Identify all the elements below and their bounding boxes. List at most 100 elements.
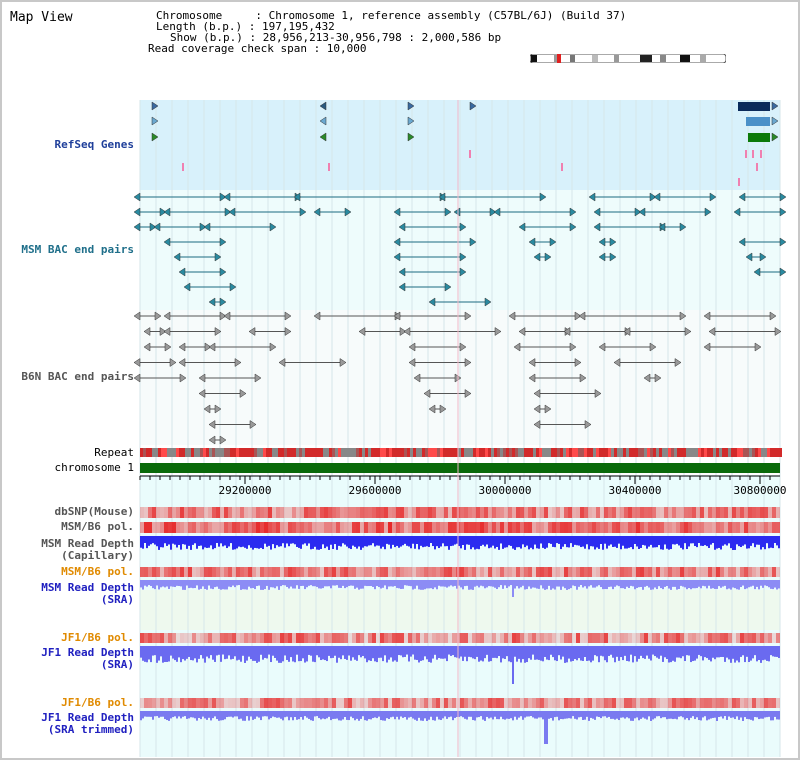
depth-bar [294,580,296,589]
heat-cell [660,522,664,533]
depth-bar [706,711,708,721]
heat-cell [644,567,648,577]
depth-bar [286,580,288,587]
track-label-msm-b6-pol-2[interactable]: MSM/B6 pol. [61,565,134,578]
heat-cell [352,633,356,643]
msm-bac-features[interactable] [133,192,787,307]
depth-bar [756,711,758,718]
track-label-msm-bac[interactable]: MSM BAC end pairs [21,243,134,256]
depth-bar [316,580,318,587]
depth-bar [506,536,508,548]
heat-cell [736,507,740,518]
track-label-refseq[interactable]: RefSeq Genes [54,138,134,151]
track-label-b6n-bac[interactable]: B6N BAC end pairs [21,370,134,383]
depth-bar [454,580,456,586]
depth-bar [268,711,270,720]
heat-cell [588,698,592,708]
heat-cell [596,633,600,643]
depth-bar [674,536,676,545]
repeat-cell [203,448,206,457]
bac-end-arrow [169,358,177,367]
track-label-jf1-b6-pol[interactable]: JF1/B6 pol. [61,631,134,644]
bac-end-arrow [393,311,401,321]
depth-bar [526,536,528,546]
heat-cell [536,522,540,533]
depth-bar [448,711,450,718]
track-label-jf1-depth-trim[interactable]: JF1 Read Depth (SRA trimmed) [41,711,134,736]
repeat-cell [401,448,404,457]
track-label-jf1-depth-sra[interactable]: JF1 Read Depth (SRA) [41,646,134,671]
depth-bar [380,646,382,658]
heat-cell [500,698,504,708]
track-label-dbsnp[interactable]: dbSNP(Mouse) [54,505,134,518]
heat-cell [348,698,352,708]
depth-bar [652,536,654,548]
depth-bar [446,536,448,547]
bac-end-arrow [594,389,602,398]
track-label-msm-b6-pol[interactable]: MSM/B6 pol. [61,520,134,533]
refseq-features[interactable] [151,101,779,186]
depth-bar [732,711,734,718]
depth-bar [510,580,512,586]
depth-bar [656,711,658,717]
bac-end-arrow [214,252,222,262]
depth-bar [256,646,258,663]
depth-bar [270,536,272,550]
depth-bar [538,646,540,660]
depth-bar [756,646,758,662]
repeat-cell [191,448,194,457]
depth-bar [506,580,508,589]
depth-bar [250,580,252,589]
bac-end-arrow [459,342,467,352]
depth-bar [266,536,268,547]
depth-bar [774,536,776,544]
bac-end-arrow [313,311,321,321]
heat-cell [680,567,684,577]
depth-bar [706,646,708,659]
depth-bar [262,536,264,550]
depth-bar [606,711,608,718]
heat-cell [628,522,632,533]
depth-bar [340,646,342,660]
heat-cell [704,698,708,708]
heat-cell [140,522,144,533]
bac-end-arrow [133,207,141,217]
track-label-msm-depth-cap[interactable]: MSM Read Depth (Capillary) [41,537,134,562]
depth-bar [518,580,520,589]
depth-bar [508,580,510,587]
repeat-cell [455,448,458,457]
heat-cell [304,567,308,577]
repeat-cell [407,448,410,457]
depth-bar [442,646,444,659]
heat-cell [512,633,516,643]
heat-cell [504,522,508,533]
depth-bar [526,646,528,663]
depth-bar [696,580,698,589]
depth-bar [754,536,756,548]
b6n-bac-features[interactable] [133,311,782,445]
heat-cell [684,507,688,518]
depth-bar [454,646,456,658]
depth-bar [346,711,348,720]
heat-cell [620,698,624,708]
heat-cell [516,507,520,518]
repeat-cell [338,448,341,457]
heat-cell [752,698,756,708]
track-label-msm-depth-sra[interactable]: MSM Read Depth (SRA) [41,581,134,606]
depth-bar [708,536,710,548]
depth-bar [230,580,232,588]
depth-bar [666,580,668,586]
heat-cell [516,633,520,643]
heat-cell [220,567,224,577]
repeat-cell [434,448,437,457]
depth-bar [348,646,350,656]
depth-bar [494,536,496,549]
bac-end-arrow [293,192,301,202]
bac-end-arrow [634,207,642,217]
depth-bar [460,536,462,549]
depth-bar [450,711,452,717]
track-label-jf1-b6-pol-2[interactable]: JF1/B6 pol. [61,696,134,709]
depth-bar [286,536,288,544]
